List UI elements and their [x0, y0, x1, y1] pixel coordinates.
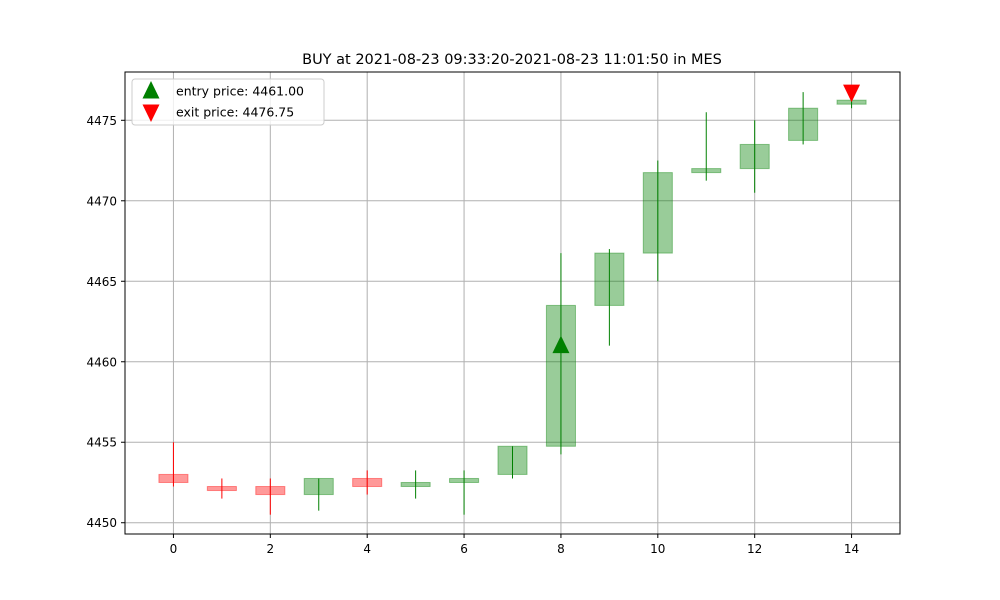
candle-body: [545, 304, 576, 447]
legend: entry price: 4461.00 exit price: 4476.75: [131, 78, 325, 126]
axes: 0 2 4 6 8 10 12 14 4450 4455 4460 4465 4470 4475: [86, 114, 859, 556]
candle-body: [788, 107, 819, 141]
x-tick-label: 14: [844, 542, 859, 556]
candle-body: [303, 477, 334, 496]
plot-area-frame: [124, 71, 901, 535]
y-tick-label: 4450: [86, 516, 117, 530]
candle-body: [594, 252, 625, 306]
y-tick-label: 4470: [86, 194, 117, 208]
entry-marker: [552, 335, 570, 354]
trade-markers: [552, 84, 861, 354]
grid-lines: [125, 72, 900, 534]
y-tick-label: 4465: [86, 275, 117, 289]
y-tick-label: 4460: [86, 355, 117, 369]
candle-body: [158, 473, 189, 483]
x-tick-label: 2: [266, 542, 274, 556]
candle-body: [449, 477, 480, 483]
y-tick-label: 4475: [86, 114, 117, 128]
x-tick-label: 12: [747, 542, 762, 556]
candle-body: [400, 481, 431, 488]
candle-body: [255, 486, 286, 496]
y-tick-label: 4455: [86, 436, 117, 450]
x-tick-label: 6: [460, 542, 468, 556]
candle-body: [497, 445, 528, 475]
legend-box: [131, 78, 325, 126]
legend-entry-marker: [142, 81, 160, 99]
x-tick-label: 8: [557, 542, 565, 556]
legend-exit-marker: [142, 104, 160, 122]
candle-body: [691, 168, 722, 174]
x-tick-label: 10: [650, 542, 665, 556]
x-tick-label: 4: [363, 542, 371, 556]
candle-body: [206, 486, 237, 492]
candles: [158, 92, 867, 515]
candle-body: [739, 143, 770, 170]
candle-body: [352, 477, 383, 488]
exit-marker: [843, 84, 861, 103]
candle-body: [642, 172, 673, 254]
x-tick-label: 0: [170, 542, 178, 556]
legend-label: exit price: 4476.75: [176, 105, 294, 120]
chart-title: BUY at 2021-08-23 09:33:20-2021-08-23 11…: [302, 52, 722, 68]
legend-label: entry price: 4461.00: [176, 84, 304, 99]
